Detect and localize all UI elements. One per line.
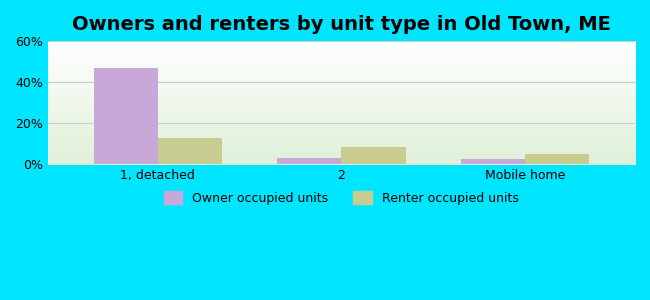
Bar — [341, 147, 406, 164]
Bar — [158, 138, 222, 164]
Bar — [94, 68, 158, 164]
Bar — [525, 154, 589, 164]
Title: Owners and renters by unit type in Old Town, ME: Owners and renters by unit type in Old T… — [72, 15, 611, 34]
Legend: Owner occupied units, Renter occupied units: Owner occupied units, Renter occupied un… — [159, 186, 524, 210]
Bar — [461, 159, 525, 164]
Bar — [277, 158, 341, 164]
